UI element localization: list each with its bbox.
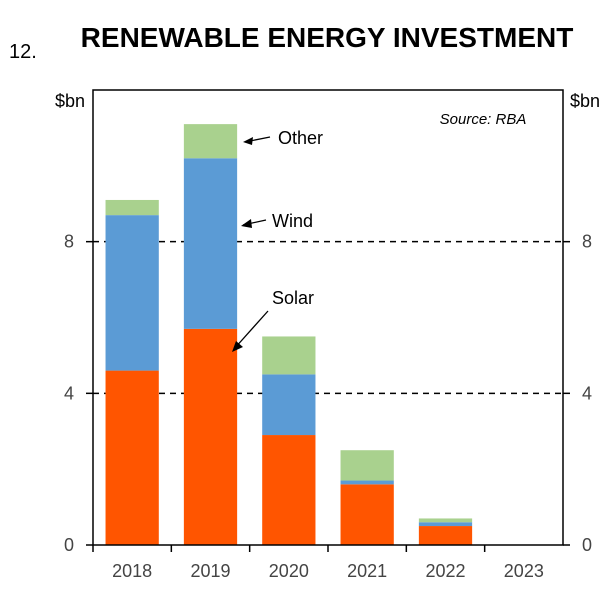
bar-wind-2020 bbox=[262, 374, 316, 436]
x-tick-label-2023: 2023 bbox=[504, 561, 544, 581]
bar-solar-2018 bbox=[105, 370, 159, 545]
bar-solar-2019 bbox=[183, 328, 238, 545]
y-tick-label-left: 4 bbox=[64, 383, 74, 403]
y-tick-label-right: 4 bbox=[582, 383, 592, 403]
bar-solar-2021 bbox=[340, 484, 394, 545]
annotation-wind-label: Wind bbox=[272, 211, 313, 231]
bar-wind-2021 bbox=[340, 480, 394, 485]
x-tick-label-2019: 2019 bbox=[190, 561, 230, 581]
chart-title: RENEWABLE ENERGY INVESTMENT bbox=[81, 22, 574, 53]
chart-number: 12. bbox=[9, 41, 37, 63]
y-tick-label-left: 8 bbox=[64, 232, 74, 252]
series-annotations: Other Wind Solar bbox=[232, 128, 323, 352]
y-tick-label-right: 0 bbox=[582, 535, 592, 555]
annotation-wind-arrowhead bbox=[241, 219, 252, 228]
y-tick-label-left: 0 bbox=[64, 535, 74, 555]
bar-solar-2022 bbox=[418, 526, 473, 545]
y-tick-label-right: 8 bbox=[582, 232, 592, 252]
bar-wind-2018 bbox=[105, 215, 159, 371]
annotation-other-label: Other bbox=[278, 128, 323, 148]
annotation-solar-label: Solar bbox=[272, 288, 314, 308]
annotation-other-arrowhead bbox=[243, 137, 253, 145]
bar-other-2018 bbox=[105, 199, 159, 216]
bar-other-2020 bbox=[262, 336, 316, 375]
tick-marks bbox=[86, 240, 570, 552]
x-tick-label-2020: 2020 bbox=[269, 561, 309, 581]
annotation-solar-arrowhead bbox=[232, 341, 243, 352]
bars bbox=[105, 124, 473, 545]
bar-other-2021 bbox=[340, 450, 394, 481]
bar-wind-2019 bbox=[183, 158, 238, 329]
left-axis-unit-label: $bn bbox=[55, 91, 85, 111]
bar-wind-2022 bbox=[418, 522, 473, 527]
bar-solar-2020 bbox=[262, 435, 316, 545]
x-tick-label-2021: 2021 bbox=[347, 561, 387, 581]
x-tick-label-2022: 2022 bbox=[425, 561, 465, 581]
gridlines bbox=[93, 240, 563, 395]
right-axis-unit-label: $bn bbox=[570, 91, 600, 111]
y-tick-labels: 0 0 4 4 8 8 bbox=[64, 232, 592, 555]
x-tick-label-2018: 2018 bbox=[112, 561, 152, 581]
bar-other-2022 bbox=[418, 518, 473, 523]
x-tick-labels: 2018 2019 2020 2021 2022 2023 bbox=[112, 561, 544, 581]
annotation-solar-arrow bbox=[233, 310, 269, 350]
plot-area-border bbox=[92, 89, 564, 546]
source-label: Source: RBA bbox=[440, 111, 527, 128]
bar-other-2019 bbox=[183, 124, 238, 159]
